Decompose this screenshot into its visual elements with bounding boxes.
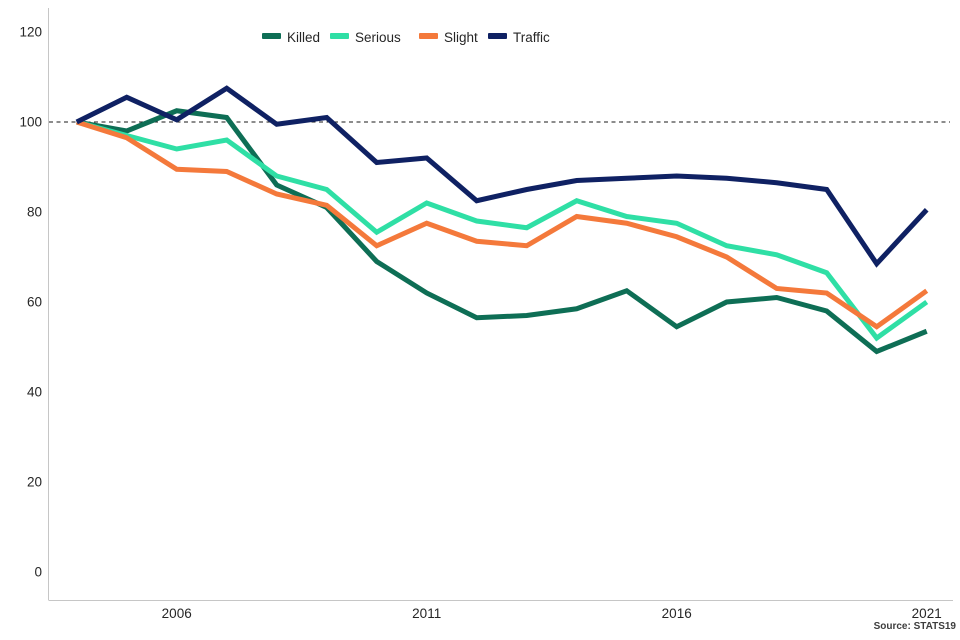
legend-label-slight: Slight — [444, 30, 478, 45]
series-lines — [75, 85, 929, 355]
x-tick-label-2016: 2016 — [662, 606, 692, 621]
x-tick-label-2006: 2006 — [162, 606, 192, 621]
legend-swatch-serious — [330, 33, 349, 39]
legend-swatch-killed — [262, 33, 281, 39]
y-axis-tick-labels: 0 20 40 60 80 100 120 — [19, 25, 42, 580]
y-tick-label-100: 100 — [19, 115, 42, 130]
legend-swatch-slight — [419, 33, 438, 39]
x-axis-tick-labels: 2006 2011 2016 2021 — [162, 606, 942, 621]
legend: Killed Serious Slight Traffic — [262, 30, 550, 45]
y-tick-label-20: 20 — [27, 475, 42, 490]
x-tick-label-2011: 2011 — [412, 606, 441, 621]
x-tick-label-2021: 2021 — [912, 606, 942, 621]
series-line-slight — [75, 119, 929, 330]
legend-swatch-traffic — [488, 33, 507, 39]
legend-label-serious: Serious — [355, 30, 401, 45]
legend-item-slight: Slight — [419, 30, 478, 45]
legend-label-traffic: Traffic — [513, 30, 550, 45]
legend-item-serious: Serious — [330, 30, 401, 45]
series-line-killed — [76, 108, 928, 355]
legend-item-killed: Killed — [262, 30, 320, 45]
y-tick-label-80: 80 — [27, 205, 42, 220]
y-tick-label-120: 120 — [19, 25, 42, 40]
y-tick-label-40: 40 — [27, 385, 42, 400]
legend-item-traffic: Traffic — [488, 30, 550, 45]
y-tick-label-60: 60 — [27, 295, 42, 310]
source-note: Source: STATS19 — [874, 621, 957, 632]
y-tick-label-0: 0 — [34, 565, 42, 580]
series-line-serious — [76, 119, 929, 342]
legend-label-killed: Killed — [287, 30, 320, 45]
series-line-traffic — [75, 85, 929, 268]
